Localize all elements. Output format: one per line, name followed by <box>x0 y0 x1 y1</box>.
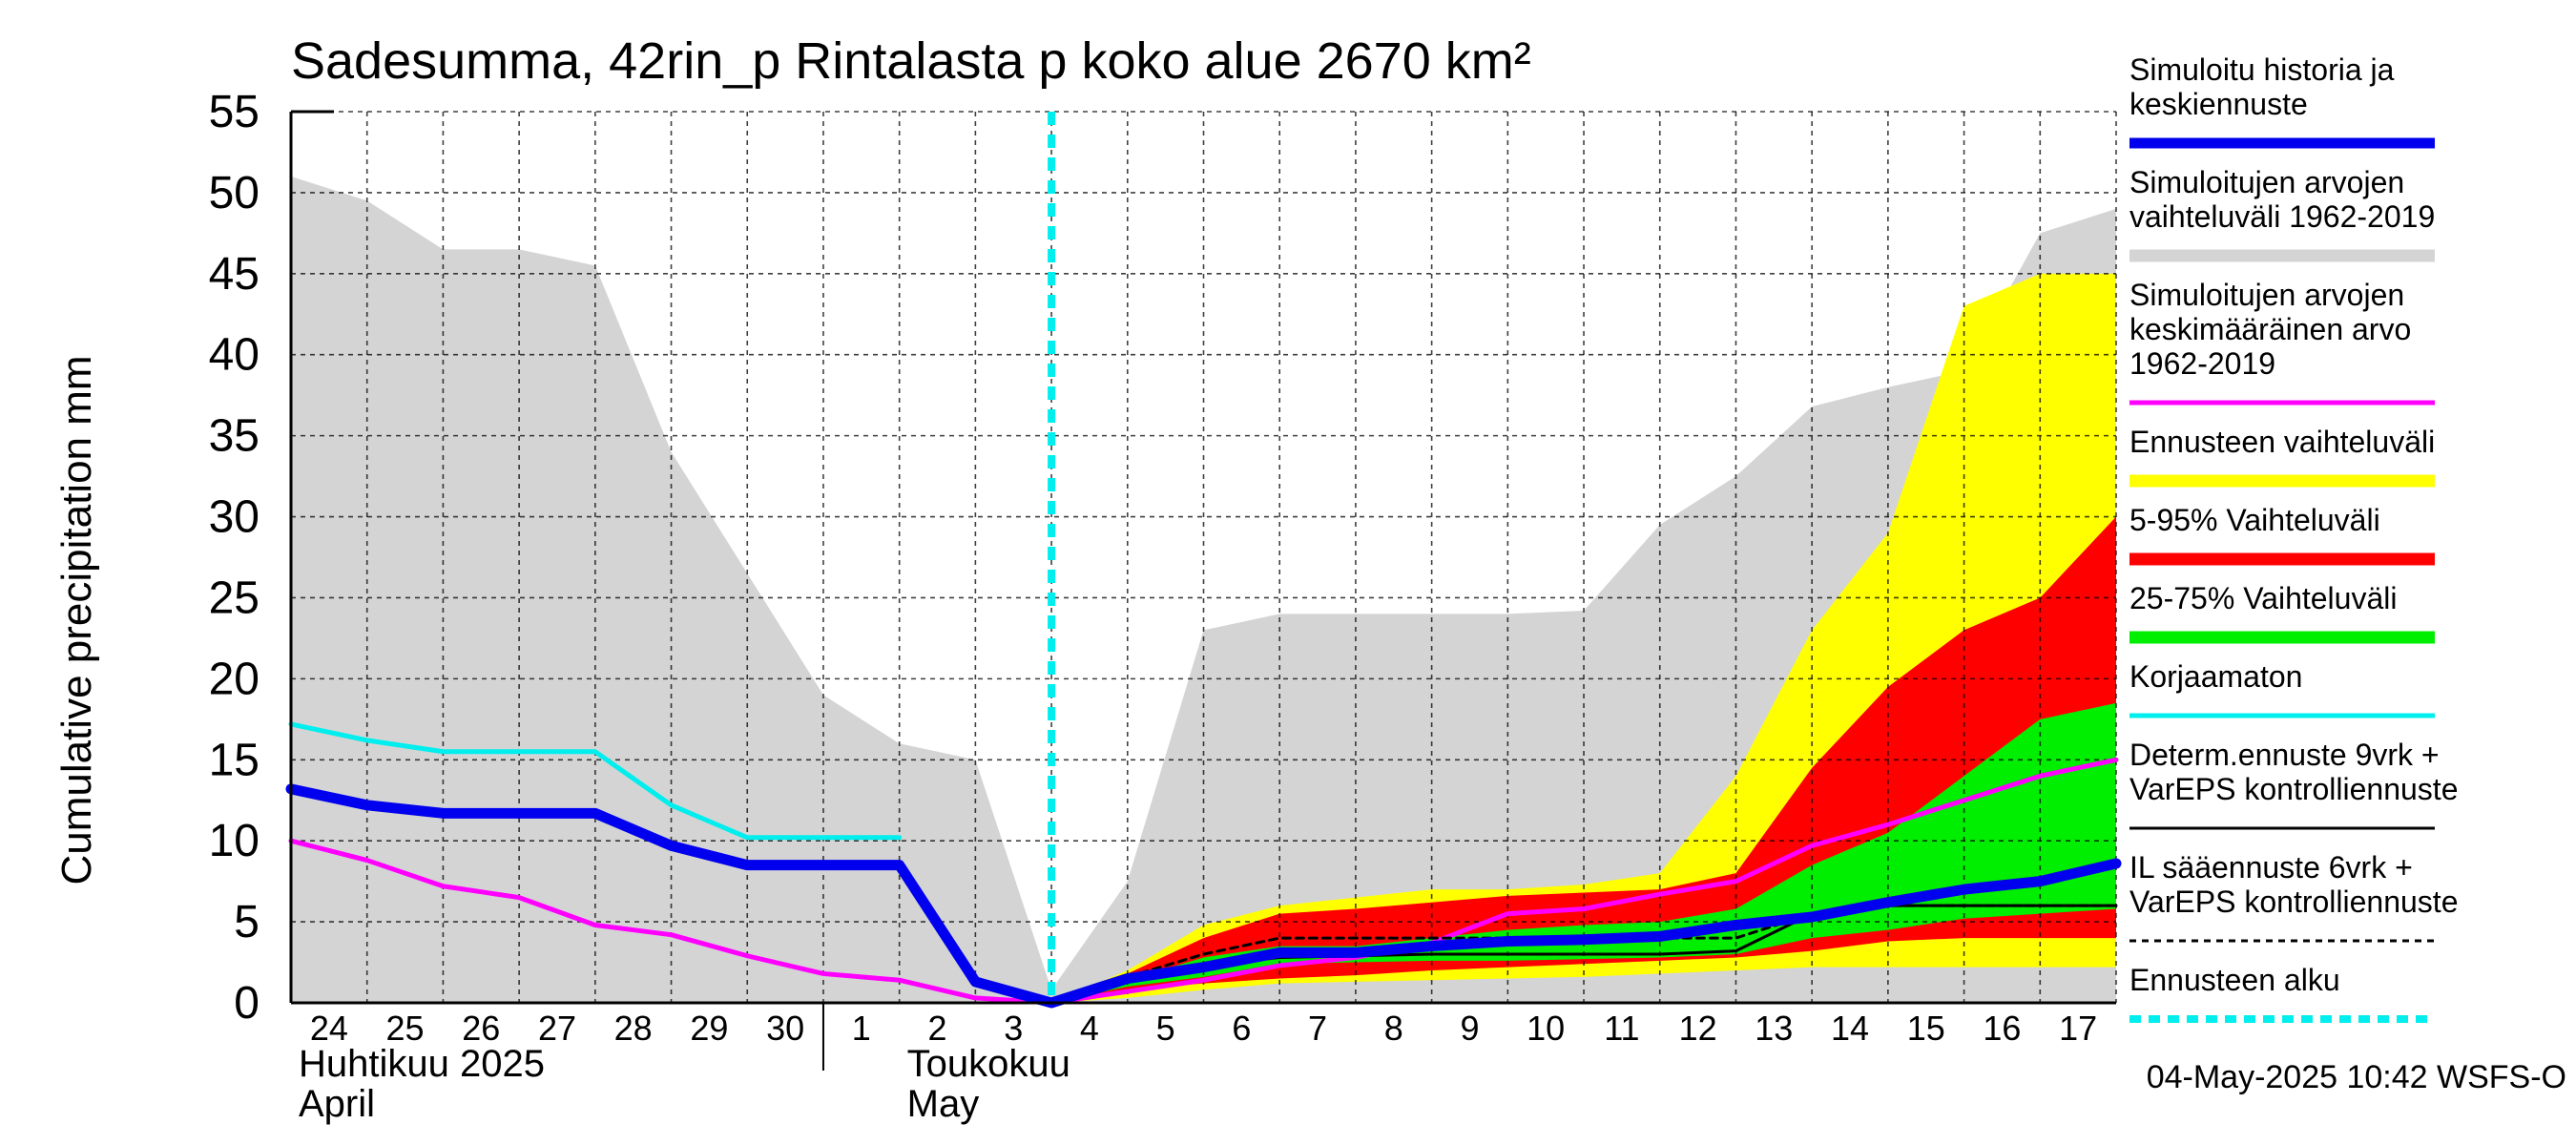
legend-label: Simuloitujen arvojen <box>2129 278 2404 312</box>
legend-label: IL sääennuste 6vrk + <box>2129 850 2413 885</box>
month-label-fi: Huhtikuu 2025 <box>299 1043 545 1085</box>
month-label-en: April <box>299 1083 375 1125</box>
x-tick-label: 25 <box>386 1009 425 1048</box>
legend-item-ennusteen-alku: Ennusteen alku <box>2129 963 2435 1023</box>
x-tick-label: 26 <box>462 1009 500 1048</box>
legend-item-determ-ennuste-9vrk-vareps-kontrolliennuste: Determ.ennuste 9vrk +VarEPS kontrollienn… <box>2129 738 2458 830</box>
y-tick-label: 10 <box>209 816 260 866</box>
x-tick-label: 28 <box>614 1009 653 1048</box>
x-tick-label: 24 <box>310 1009 348 1048</box>
y-tick-label: 30 <box>209 492 260 543</box>
y-tick-label: 25 <box>209 572 260 623</box>
legend-label: vaihteluväli 1962-2019 <box>2129 199 2435 234</box>
legend-label: Determ.ennuste 9vrk + <box>2129 738 2440 772</box>
x-tick-label: 3 <box>1004 1009 1023 1048</box>
legend-label: VarEPS kontrolliennuste <box>2129 885 2458 919</box>
x-tick-label: 10 <box>1527 1009 1565 1048</box>
y-tick-label: 0 <box>234 978 260 1029</box>
x-tick-label: 29 <box>690 1009 728 1048</box>
y-tick-label: 45 <box>209 249 260 300</box>
y-tick-label: 40 <box>209 330 260 381</box>
x-tick-label: 6 <box>1232 1009 1251 1048</box>
x-tick-label: 2 <box>928 1009 947 1048</box>
series-simuloitu-historia-ja-keskiennuste <box>285 783 2122 1009</box>
x-tick-label: 12 <box>1679 1009 1717 1048</box>
y-tick-label: 5 <box>234 897 260 947</box>
x-tick-label: 16 <box>1983 1009 2021 1048</box>
y-tick-label: 20 <box>209 654 260 704</box>
legend-label: Ennusteen alku <box>2129 963 2340 997</box>
timestamp-footer: 04-May-2025 10:42 WSFS-O <box>2147 1059 2566 1095</box>
legend-label: Simuloitujen arvojen <box>2129 165 2404 199</box>
legend-label: 5-95% Vaihteluväli <box>2129 503 2380 537</box>
x-tick-label: 17 <box>2059 1009 2097 1048</box>
x-tick-label: 9 <box>1460 1009 1479 1048</box>
series-line-layer <box>285 112 2122 1009</box>
axes-layer <box>289 110 2116 1005</box>
x-tick-label: 14 <box>1831 1009 1869 1048</box>
legend-item-korjaamaton: Korjaamaton <box>2129 659 2435 718</box>
x-tick-label: 8 <box>1384 1009 1403 1048</box>
legend-label: keskiennuste <box>2129 87 2308 121</box>
month-label-fi: Toukokuu <box>907 1043 1070 1085</box>
x-tick-label: 7 <box>1308 1009 1327 1048</box>
series-simuloitujen-arvojen-keskim-r-inen-arvo-1962-2019 <box>288 757 2119 1006</box>
series-korjaamaton <box>288 721 903 841</box>
y-axis-label: Cumulative precipitation mm <box>53 355 100 885</box>
y-tick-label: 55 <box>209 87 260 137</box>
x-tick-label: 11 <box>1604 1009 1639 1048</box>
legend-label: Korjaamaton <box>2129 659 2302 694</box>
legend-item-il-s-ennuste-6vrk-vareps-kontrolliennuste: IL sääennuste 6vrk + VarEPS kontrollienn… <box>2129 850 2458 943</box>
x-tick-label: 15 <box>1907 1009 1945 1048</box>
x-tick-label: 30 <box>766 1009 804 1048</box>
y-tick-label: 50 <box>209 168 260 219</box>
legend-label: keskimääräinen arvo <box>2129 312 2411 346</box>
x-tick-label: 5 <box>1156 1009 1175 1048</box>
month-label-en: May <box>907 1083 980 1125</box>
legend-item-25-75-vaihteluv-li: 25-75% Vaihteluväli <box>2129 581 2435 644</box>
legend-item-ennusteen-vaihteluv-li: Ennusteen vaihteluväli <box>2129 425 2435 488</box>
y-tick-label: 15 <box>209 735 260 785</box>
x-tick-label: 4 <box>1080 1009 1099 1048</box>
band-layer <box>291 176 2116 1004</box>
legend-item-5-95-vaihteluv-li: 5-95% Vaihteluväli <box>2129 503 2435 566</box>
legend-label: Simuloitu historia ja <box>2129 52 2395 87</box>
band-25-75-vaihteluv-li <box>1051 702 2116 1003</box>
legend: Simuloitu historia jakeskiennusteSimuloi… <box>2129 52 2458 1023</box>
legend-label: 1962-2019 <box>2129 346 2275 381</box>
x-tick-label: 13 <box>1755 1009 1793 1048</box>
x-tick-label: 27 <box>538 1009 576 1048</box>
legend-label: 25-75% Vaihteluväli <box>2129 581 2397 615</box>
legend-label: Ennusteen vaihteluväli <box>2129 425 2435 459</box>
y-tick-label: 35 <box>209 411 260 462</box>
band-simuloitujen-arvojen-vaihteluv-li-1962-2019 <box>291 176 2116 1004</box>
chart-title: Sadesumma, 42rin_p Rintalasta p koko alu… <box>291 32 1531 90</box>
legend-label: VarEPS kontrolliennuste <box>2129 772 2458 806</box>
x-tick-label: 1 <box>852 1009 871 1048</box>
